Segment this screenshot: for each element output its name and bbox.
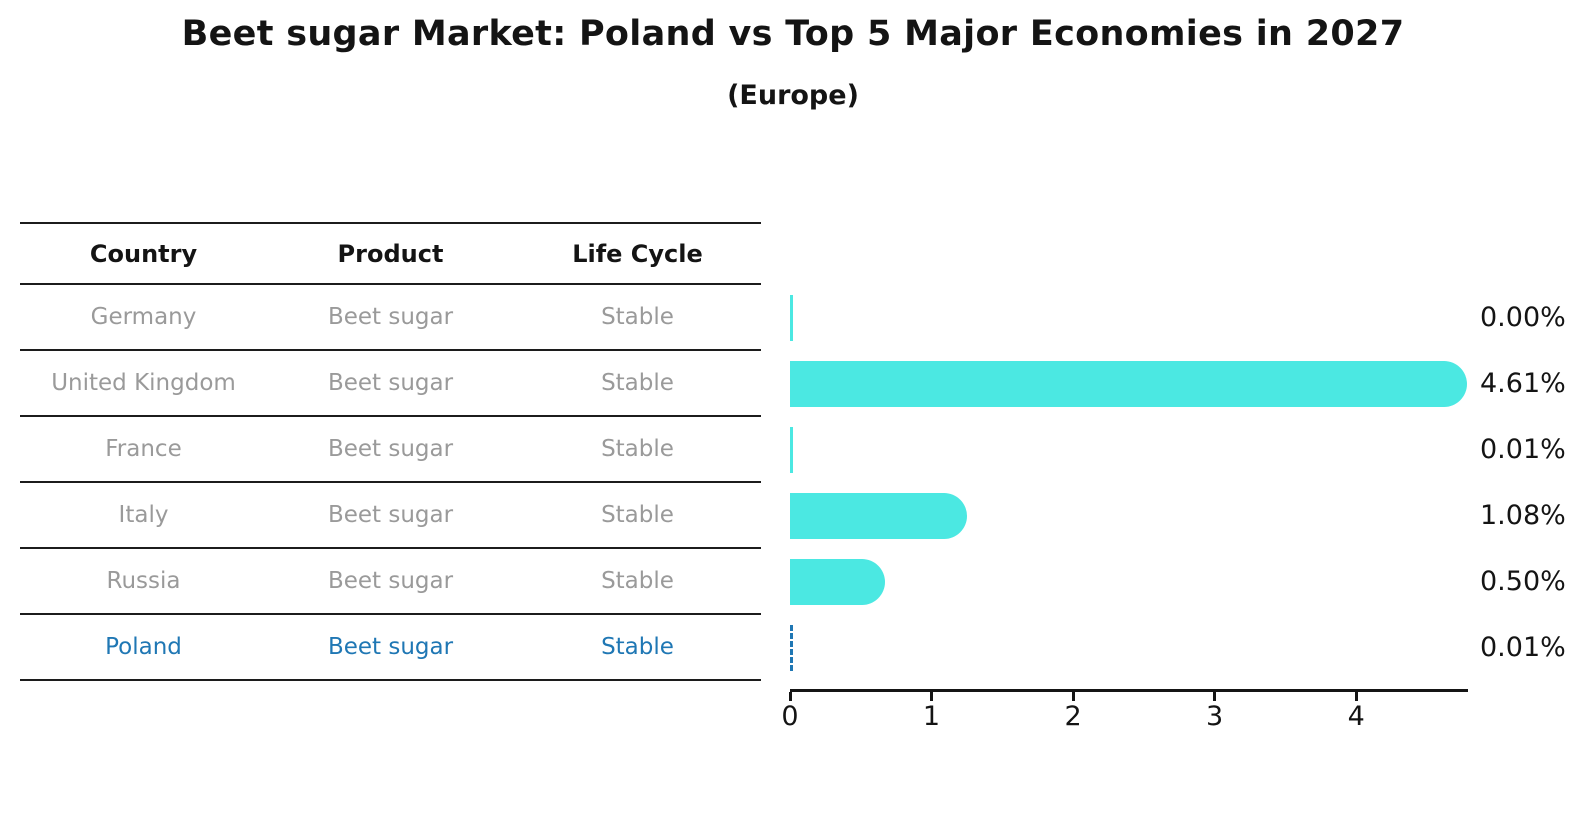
cell-life-cycle: Stable <box>601 436 674 462</box>
cell-product: Beet sugar <box>327 436 454 462</box>
cell-product: Beet sugar <box>327 502 454 528</box>
table-row-italy: Italy Beet sugar Stable <box>20 483 761 549</box>
cell-product: Beet sugar <box>327 304 454 330</box>
country-table: Country Product Life Cycle Germany Beet … <box>20 222 761 681</box>
table-row-poland: Poland Beet sugar Stable <box>20 615 761 681</box>
bar-united-kingdom <box>790 361 1467 407</box>
header-cell-life-cycle: Life Cycle <box>572 239 703 268</box>
page-title: Beet sugar Market: Poland vs Top 5 Major… <box>181 14 1405 54</box>
x-axis-tick-label: 0 <box>781 701 799 732</box>
bar-value-label-italy: 1.08% <box>1480 500 1566 531</box>
x-axis-tick-label: 1 <box>922 701 941 732</box>
bar-value-label-russia: 0.50% <box>1480 566 1566 597</box>
bar-row-italy <box>790 493 967 539</box>
cell-life-cycle: Stable <box>601 370 674 396</box>
x-axis-tick-label: 2 <box>1064 701 1082 732</box>
table-header-row: Country Product Life Cycle <box>20 222 761 285</box>
x-axis: 0 1 2 3 4 <box>781 689 1468 739</box>
cell-life-cycle: Stable <box>601 568 674 594</box>
bar-value-label-united-kingdom: 4.61% <box>1480 368 1566 399</box>
cell-product: Beet sugar <box>327 634 454 660</box>
table-row-france: France Beet sugar Stable <box>20 417 761 483</box>
bar-italy <box>790 493 967 539</box>
cell-country: Germany <box>90 304 197 330</box>
bar-value-label-france: 0.01% <box>1480 434 1566 465</box>
cell-product: Beet sugar <box>327 370 454 396</box>
x-axis-tick <box>1354 692 1358 701</box>
bar-row-germany <box>790 295 793 341</box>
x-axis-tick-label: 3 <box>1206 701 1224 732</box>
header-cell-product: Product <box>337 239 444 268</box>
cell-life-cycle: Stable <box>601 634 674 660</box>
cell-country: Russia <box>106 568 181 594</box>
bar-row-france <box>790 427 793 473</box>
bar-poland <box>790 625 793 671</box>
cell-life-cycle: Stable <box>601 502 674 528</box>
x-axis-tick <box>1213 692 1217 701</box>
bar-row-russia <box>790 559 885 605</box>
cell-country: United Kingdom <box>51 370 236 396</box>
bar-russia <box>790 559 885 605</box>
x-axis-line <box>790 689 1468 692</box>
x-axis-tick-label: 4 <box>1347 701 1365 732</box>
bar-value-label-germany: 0.00% <box>1480 302 1566 333</box>
cell-product: Beet sugar <box>327 568 454 594</box>
table-row-russia: Russia Beet sugar Stable <box>20 549 761 615</box>
x-axis-tick <box>788 692 792 701</box>
bar-france <box>790 427 793 473</box>
cell-life-cycle: Stable <box>601 304 674 330</box>
bar-row-poland <box>790 625 793 671</box>
table-row-germany: Germany Beet sugar Stable <box>20 285 761 351</box>
page-subtitle: (Europe) <box>727 80 859 111</box>
header-cell-country: Country <box>89 239 198 268</box>
table-row-united-kingdom: United Kingdom Beet sugar Stable <box>20 351 761 417</box>
bar-value-label-poland: 0.01% <box>1480 632 1566 663</box>
cell-country: Italy <box>118 502 169 528</box>
cell-country: Poland <box>105 634 182 660</box>
bar-chart: 0.00% 4.61% 0.01% 1.08% 0.50% 0.01% <box>790 285 1566 681</box>
cell-country: France <box>105 436 182 462</box>
bar-germany <box>790 295 793 341</box>
bar-row-united-kingdom <box>790 361 1467 407</box>
x-axis-tick <box>1071 692 1075 701</box>
x-axis-tick <box>930 692 933 701</box>
